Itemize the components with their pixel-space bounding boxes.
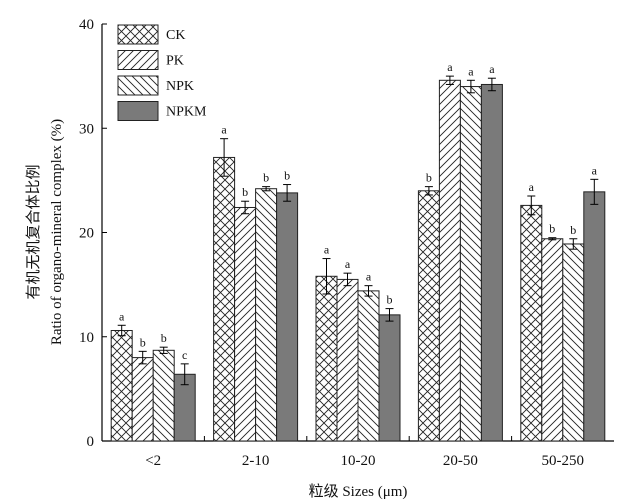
x-tick-label: 2-10 bbox=[242, 453, 270, 469]
y-tick-label: 10 bbox=[79, 330, 94, 346]
bar-ck-4 bbox=[520, 204, 543, 442]
bar-ck-3 bbox=[417, 190, 440, 442]
significance-label: b bbox=[570, 223, 576, 237]
bar-npk-4 bbox=[562, 243, 585, 442]
significance-label: a bbox=[529, 180, 535, 194]
significance-label: a bbox=[324, 243, 330, 257]
significance-label: b bbox=[140, 335, 146, 349]
bar-pk-0 bbox=[131, 357, 154, 442]
bars-layer: a b b c a b b b a a a b b a a a a b b a bbox=[110, 60, 606, 442]
significance-label: b bbox=[263, 171, 269, 185]
legend-swatch-pk bbox=[117, 50, 159, 70]
x-tick-label: <2 bbox=[145, 453, 161, 469]
y-axis-ticks: 0 10 20 30 40 bbox=[79, 17, 107, 450]
y-tick-label: 0 bbox=[87, 434, 95, 450]
x-tick-label: 50-250 bbox=[542, 453, 585, 469]
bar-npkm-1 bbox=[276, 192, 299, 442]
significance-label: a bbox=[592, 163, 598, 177]
legend-swatch-npk bbox=[117, 75, 159, 96]
significance-label: a bbox=[489, 62, 495, 76]
significance-label: a bbox=[447, 60, 453, 74]
legend-label-pk: PK bbox=[166, 54, 184, 69]
significance-label: b bbox=[161, 331, 167, 345]
x-axis-title: 粒级 Sizes (μm) bbox=[309, 483, 408, 500]
significance-label: c bbox=[182, 348, 187, 362]
bar-ck-2 bbox=[315, 275, 338, 442]
bar-npk-1 bbox=[255, 188, 278, 442]
legend-swatch-npkm bbox=[117, 101, 159, 121]
x-axis-ticks: <2 2-10 10-20 20-50 50-250 bbox=[145, 436, 584, 469]
x-tick-label: 10-20 bbox=[341, 453, 376, 469]
bar-ck-0 bbox=[110, 329, 133, 442]
bar-npkm-3 bbox=[480, 83, 503, 442]
x-tick-label: 20-50 bbox=[443, 453, 478, 469]
significance-label: a bbox=[345, 257, 351, 271]
y-axis-title-chinese: 有机无机复合体比例 bbox=[24, 164, 42, 299]
bar-npk-0 bbox=[152, 349, 175, 442]
significance-label: b bbox=[242, 185, 248, 199]
legend: CK PK NPK NPKM bbox=[117, 24, 207, 121]
significance-label: b bbox=[549, 222, 555, 236]
bar-npk-3 bbox=[459, 86, 482, 442]
y-axis-title: Ratio of organo-mineral complex (%) bbox=[49, 119, 65, 345]
significance-label: a bbox=[468, 64, 474, 78]
y-tick-label: 20 bbox=[79, 226, 94, 242]
significance-label: a bbox=[366, 270, 372, 284]
legend-label-ck: CK bbox=[166, 28, 185, 43]
bar-npk-2 bbox=[357, 290, 380, 442]
legend-label-npkm: NPKM bbox=[166, 105, 207, 120]
bar-pk-1 bbox=[234, 206, 257, 442]
bar-ck-1 bbox=[213, 156, 236, 442]
bar-pk-4 bbox=[541, 238, 564, 442]
legend-swatch-ck bbox=[117, 24, 159, 45]
significance-label: b bbox=[284, 169, 290, 183]
significance-label: a bbox=[221, 123, 227, 137]
legend-label-npk: NPK bbox=[166, 79, 194, 94]
bar-npkm-2 bbox=[378, 314, 401, 442]
y-tick-label: 30 bbox=[79, 121, 94, 137]
y-tick-label: 40 bbox=[79, 17, 94, 33]
significance-label: b bbox=[387, 293, 393, 307]
bar-pk-2 bbox=[336, 278, 359, 442]
bar-npkm-4 bbox=[583, 191, 606, 442]
significance-label: b bbox=[426, 171, 432, 185]
significance-label: a bbox=[119, 309, 125, 323]
bar-pk-3 bbox=[438, 79, 461, 442]
